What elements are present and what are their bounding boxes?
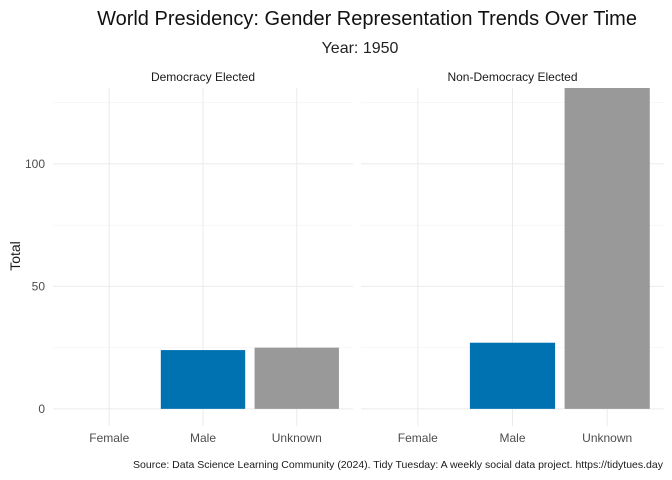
x-tick-label: Male <box>499 431 525 445</box>
x-tick-label: Female <box>89 431 129 445</box>
x-tick-label: Female <box>398 431 438 445</box>
bar-unknown <box>254 347 339 409</box>
bar-male <box>160 350 246 409</box>
y-tick-label: 0 <box>38 402 45 416</box>
bar-male <box>469 342 556 409</box>
facet-strip-label: Non-Democracy Elected <box>447 70 577 84</box>
bar-unknown <box>564 88 650 409</box>
y-axis-ticks: 0 50 100 <box>25 157 45 416</box>
chart-subtitle: Year: 1950 <box>322 40 399 57</box>
chart-title: World Presidency: Gender Representation … <box>97 8 637 30</box>
x-tick-label: Male <box>190 431 216 445</box>
y-axis-title: Total <box>7 241 23 271</box>
chart-caption: Source: Data Science Learning Community … <box>133 459 664 471</box>
x-tick-label: Unknown <box>582 431 632 445</box>
y-tick-label: 100 <box>25 157 45 171</box>
y-tick-label: 50 <box>32 279 46 293</box>
facet-panel: Democracy Elected Female Male Unknown <box>53 70 353 445</box>
facet-panel: Non-Democracy Elected Female Male Unknown <box>361 70 664 445</box>
x-tick-label: Unknown <box>272 431 322 445</box>
facet-strip-label: Democracy Elected <box>151 70 255 84</box>
